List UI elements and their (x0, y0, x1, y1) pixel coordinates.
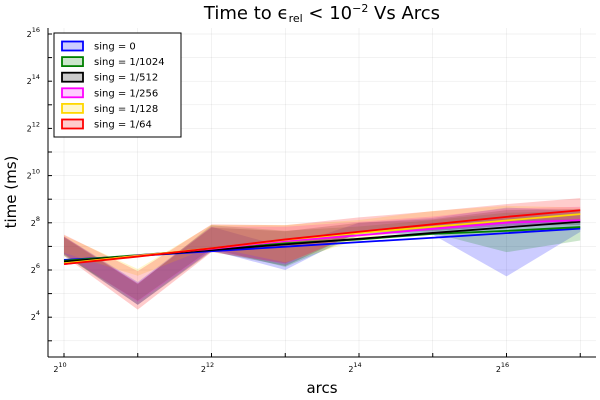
legend-label: sing = 1/1024 (94, 57, 165, 68)
legend-label: sing = 1/512 (94, 73, 158, 84)
y-tick-label-exponent: 10 (32, 168, 40, 176)
x-axis-title: arcs (306, 379, 337, 397)
y-tick-label-exponent: 6 (36, 262, 40, 270)
y-tick-label: 210 (27, 168, 40, 181)
x-tick-label-base: 2 (201, 365, 206, 374)
y-tick-label-exponent: 16 (32, 26, 40, 34)
y-tick-label-exponent: 14 (32, 73, 40, 81)
y-tick-label-base: 2 (27, 30, 32, 39)
legend-label: sing = 1/256 (94, 88, 158, 99)
legend-swatch (61, 71, 84, 83)
x-tick-label-exponent: 12 (206, 361, 214, 369)
y-tick-label-exponent: 12 (32, 120, 40, 128)
legend-swatch (61, 87, 84, 99)
y-tick-label-base: 2 (31, 313, 36, 322)
x-tick-label-exponent: 10 (58, 361, 66, 369)
y-tick-label-base: 2 (27, 124, 32, 133)
grid-layer (48, 28, 596, 357)
legend-swatch (61, 56, 84, 67)
legend-swatch (61, 40, 84, 52)
y-tick-label: 26 (31, 262, 40, 275)
y-tick-label: 216 (27, 26, 40, 39)
chart-title-part-2: rel (289, 12, 303, 25)
legend: sing = 0 sing = 1/1024 sing = 1/512 sing = … (53, 32, 182, 138)
y-tick-label: 214 (27, 73, 40, 86)
chart-title-part-1: Time to ϵ (203, 3, 289, 24)
y-tick-label-base: 2 (31, 219, 36, 228)
y-tick-label-exponent: 4 (36, 309, 40, 317)
confidence-band (64, 206, 581, 303)
y-tick-label-exponent: 8 (36, 215, 40, 223)
legend-label: sing = 1/64 (94, 120, 152, 131)
x-tick-label-base: 2 (53, 365, 58, 374)
series-line (63, 209, 581, 266)
x-tick-label: 216 (496, 361, 509, 374)
axis-layer (47, 28, 596, 358)
legend-swatch (61, 103, 84, 114)
x-tick-label-base: 2 (348, 365, 353, 374)
x-tick-label-base: 2 (496, 365, 501, 374)
chart-title-part-4: −2 (352, 2, 368, 15)
chart-title-part-3: < 10 (303, 3, 352, 24)
chart-title-part-5: Vs Arcs (368, 3, 440, 24)
legend-label: sing = 0 (94, 42, 136, 53)
x-tick-label-exponent: 14 (353, 361, 361, 369)
y-axis-title: time (ms) (2, 156, 20, 229)
y-tick-label-base: 2 (31, 266, 36, 275)
x-tick-label: 214 (348, 361, 361, 374)
y-tick-label-base: 2 (27, 172, 32, 181)
legend-label: sing = 1/128 (94, 104, 158, 115)
chart-title: Time to ϵrel < 10−2 Vs Arcs (203, 2, 440, 25)
y-tick-label: 212 (27, 120, 40, 133)
x-tick-label-exponent: 16 (501, 361, 509, 369)
x-tick-label: 210 (53, 361, 66, 374)
y-tick-label: 28 (31, 215, 40, 228)
line-layer (63, 209, 581, 266)
y-tick-label-base: 2 (27, 77, 32, 86)
x-tick-label: 212 (201, 361, 214, 374)
legend-swatch (61, 118, 84, 130)
y-tick-label: 24 (31, 309, 40, 322)
